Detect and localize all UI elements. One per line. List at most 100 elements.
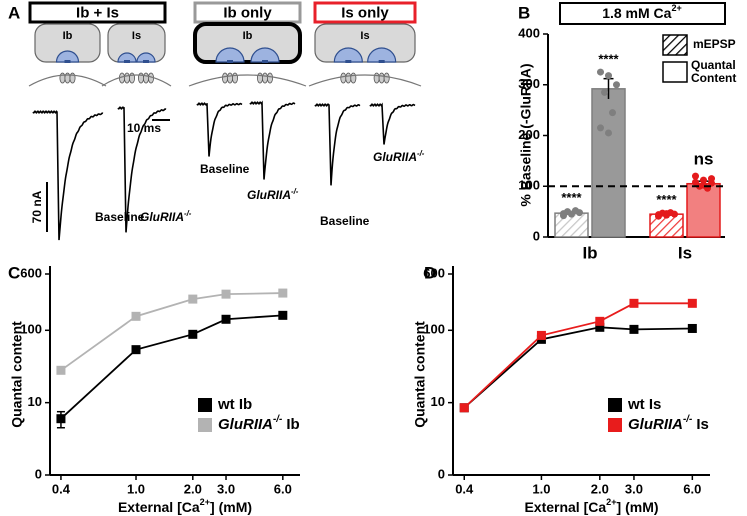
bouton-label: Ib xyxy=(63,30,73,42)
significance: ns xyxy=(694,150,714,169)
trace-label: Baseline xyxy=(200,162,250,176)
data-point xyxy=(700,181,707,189)
trace xyxy=(196,102,243,157)
receptor xyxy=(221,72,228,84)
trace-label-sup: -/- xyxy=(184,209,192,218)
chart-title-sup: 2+ xyxy=(671,3,681,13)
x-tick-label: 2.0 xyxy=(184,481,202,496)
x-axis-label: External [Ca2+] (mM) xyxy=(118,497,252,514)
trace xyxy=(117,106,167,233)
legend-label-box: Quantal Content xyxy=(691,59,737,85)
data-point xyxy=(700,176,707,184)
bouton xyxy=(55,50,80,63)
marker xyxy=(595,322,605,332)
y-tick-label: 600 xyxy=(20,265,42,280)
membrane xyxy=(28,74,107,87)
active-zone xyxy=(345,60,352,63)
panel-label: D xyxy=(424,263,436,282)
marker xyxy=(188,329,198,339)
marker xyxy=(278,288,288,298)
receptor xyxy=(350,72,357,84)
x-axis-label-sup: 2+ xyxy=(606,497,616,507)
marker xyxy=(131,345,141,355)
data-point xyxy=(605,129,612,137)
legend-label: wt Ib xyxy=(217,396,252,413)
y-axis-label: Quantal content xyxy=(412,321,428,428)
scale-time: 10 ms xyxy=(127,121,161,135)
y-tick-label: 100 xyxy=(20,322,42,337)
data-point xyxy=(601,88,608,96)
y-axis-label: Quantal content xyxy=(9,321,25,428)
legend-label-suffix: Is xyxy=(692,416,709,433)
legend-label-sup: -/- xyxy=(683,414,692,425)
data-point xyxy=(692,172,699,180)
data-point xyxy=(605,72,612,80)
legend-label: GluRIIA-/- Ib xyxy=(218,414,300,433)
legend-label: mEPSP xyxy=(693,37,736,51)
bar xyxy=(591,88,626,238)
legend-swatch xyxy=(608,398,622,412)
title-box xyxy=(559,2,726,25)
marker xyxy=(56,365,66,375)
panel-label: B xyxy=(518,3,530,22)
trace-label: Baseline xyxy=(320,214,370,228)
data-point xyxy=(597,124,604,132)
legend-label-main: GluRIIA xyxy=(218,416,273,433)
bouton-label: Is xyxy=(360,30,369,42)
trace-label-sup: -/- xyxy=(291,187,299,196)
legend-label-main: GluRIIA xyxy=(628,416,683,433)
x-tick-label: 3.0 xyxy=(625,481,643,496)
y-tick-label: 100 xyxy=(423,322,445,337)
trace xyxy=(32,110,104,241)
x-axis-label-sup: 2+ xyxy=(200,497,210,507)
data-point xyxy=(613,81,620,89)
legend-label-suffix: Ib xyxy=(282,416,300,433)
legend-label: wt Is xyxy=(627,396,661,413)
receptor xyxy=(378,72,385,84)
active-zone xyxy=(124,60,130,63)
marker xyxy=(459,403,469,413)
chart-title-main: 1.8 mM Ca xyxy=(602,5,671,21)
active-zone xyxy=(378,60,385,63)
trace-label-sup: -/- xyxy=(417,149,425,158)
y-tick-label: 400 xyxy=(518,25,540,40)
x-axis-label: External [Ca2+] (mM) xyxy=(524,497,658,514)
receptor xyxy=(226,72,233,84)
marker xyxy=(595,316,605,326)
y-tick-label: 100 xyxy=(518,178,540,193)
x-axis-label-main: External [Ca xyxy=(524,499,606,515)
legend-label: GluRIIA-/- Is xyxy=(628,414,709,433)
legend-swatch xyxy=(198,418,212,432)
data-point xyxy=(663,210,670,218)
x-axis-label-suffix: ] (mM) xyxy=(210,499,252,515)
data-point xyxy=(692,178,699,186)
marker xyxy=(131,311,141,321)
data-point xyxy=(572,207,579,215)
legend-swatch xyxy=(198,398,212,412)
marker xyxy=(221,289,231,299)
bouton xyxy=(117,52,137,63)
bouton xyxy=(136,52,156,63)
y-tick-label: 200 xyxy=(518,127,540,142)
y-tick-label: 10 xyxy=(431,394,445,409)
marker xyxy=(56,414,66,424)
trace-label-main: GluRIIA xyxy=(140,210,184,224)
panel-label: C xyxy=(8,263,20,282)
y-tick-label: 300 xyxy=(518,76,540,91)
data-point xyxy=(597,68,604,76)
y-axis-label: % Baseline (-GluRIIA) xyxy=(518,63,534,206)
trace-label-main: GluRIIA xyxy=(373,150,417,164)
x-tick-label: 1.0 xyxy=(127,481,145,496)
condition-label: Is only xyxy=(341,4,389,21)
legend-label: Quantal Content xyxy=(691,59,737,85)
data-point xyxy=(708,175,715,183)
data-point xyxy=(609,109,616,117)
significance: **** xyxy=(561,190,582,205)
active-zone xyxy=(64,60,71,63)
y-tick-label: 10 xyxy=(28,394,42,409)
condition-box xyxy=(313,1,417,24)
legend-swatch xyxy=(608,418,622,432)
chart-title: 1.8 mM Ca2+ xyxy=(602,3,682,20)
receptor xyxy=(256,72,263,84)
